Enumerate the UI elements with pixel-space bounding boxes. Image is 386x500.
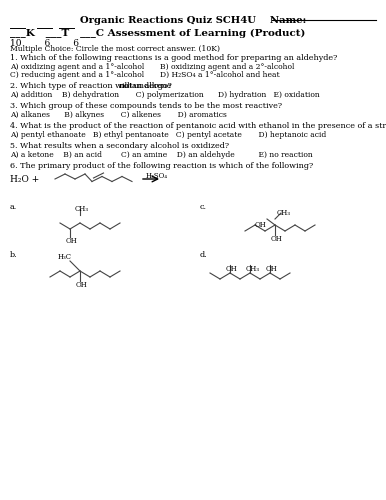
Text: H₂O +: H₂O + <box>10 175 39 184</box>
Text: not: not <box>119 82 134 90</box>
Text: A) pentyl ethanoate   B) ethyl pentanoate   C) pentyl acetate       D) heptanoic: A) pentyl ethanoate B) ethyl pentanoate … <box>10 131 326 139</box>
Text: OH: OH <box>66 237 78 245</box>
Text: 6. The primary product of the following reaction is which of the following?: 6. The primary product of the following … <box>10 162 313 170</box>
Text: c.: c. <box>200 203 207 211</box>
Text: OH: OH <box>271 235 283 243</box>
Text: OH: OH <box>76 281 88 289</box>
Text: 10        6        6: 10 6 6 <box>10 39 79 48</box>
Text: 1. Which of the following reactions is a good method for preparing an aldehyde?: 1. Which of the following reactions is a… <box>10 54 337 62</box>
Text: d.: d. <box>200 251 208 259</box>
Text: CH₃: CH₃ <box>246 265 260 273</box>
Text: 5. What results when a secondary alcohol is oxidized?: 5. What results when a secondary alcohol… <box>10 142 229 150</box>
Text: B) oxidizing agent and a 2°-alcohol: B) oxidizing agent and a 2°-alcohol <box>160 63 295 71</box>
Text: CH₃: CH₃ <box>277 209 291 217</box>
Text: 2. Which type of reaction will an alkene: 2. Which type of reaction will an alkene <box>10 82 174 90</box>
Text: A) a ketone    B) an acid        C) an amine    D) an aldehyde          E) no re: A) a ketone B) an acid C) an amine D) an… <box>10 151 313 159</box>
Text: undergo?: undergo? <box>131 82 172 90</box>
Text: C) reducing agent and a 1°-alcohol: C) reducing agent and a 1°-alcohol <box>10 71 144 79</box>
Text: CH₃: CH₃ <box>75 205 89 213</box>
Text: 3. Which group of these compounds tends to be the most reactive?: 3. Which group of these compounds tends … <box>10 102 282 110</box>
Text: OH: OH <box>255 221 267 229</box>
Text: H₂SO₄: H₂SO₄ <box>146 172 168 180</box>
Text: b.: b. <box>10 251 18 259</box>
Text: Multiple Choice: Circle the most correct answer. (10K): Multiple Choice: Circle the most correct… <box>10 45 220 53</box>
Text: A) alkanes      B) alkynes       C) alkenes       D) aromatics: A) alkanes B) alkynes C) alkenes D) arom… <box>10 111 227 119</box>
Text: D) H₂SO₄ a 1°-alcohol and heat: D) H₂SO₄ a 1°-alcohol and heat <box>160 71 279 79</box>
Text: 4. What is the product of the reaction of pentanoic acid with ethanol in the pre: 4. What is the product of the reaction o… <box>10 122 386 130</box>
Text: A) oxidizing agent and a 1°-alcohol: A) oxidizing agent and a 1°-alcohol <box>10 63 144 71</box>
Text: a.: a. <box>10 203 17 211</box>
Text: Organic Reactions Quiz SCH4U    Name:: Organic Reactions Quiz SCH4U Name: <box>80 16 306 25</box>
Text: OH: OH <box>266 265 278 273</box>
Text: OH: OH <box>226 265 238 273</box>
Text: H₃C: H₃C <box>58 253 72 261</box>
Text: A) addition    B) dehydration       C) polymerization      D) hydration   E) oxi: A) addition B) dehydration C) polymeriza… <box>10 91 320 99</box>
Text: ___K   ___T   ___C Assessment of Learning (Product): ___K ___T ___C Assessment of Learning (P… <box>10 29 305 38</box>
